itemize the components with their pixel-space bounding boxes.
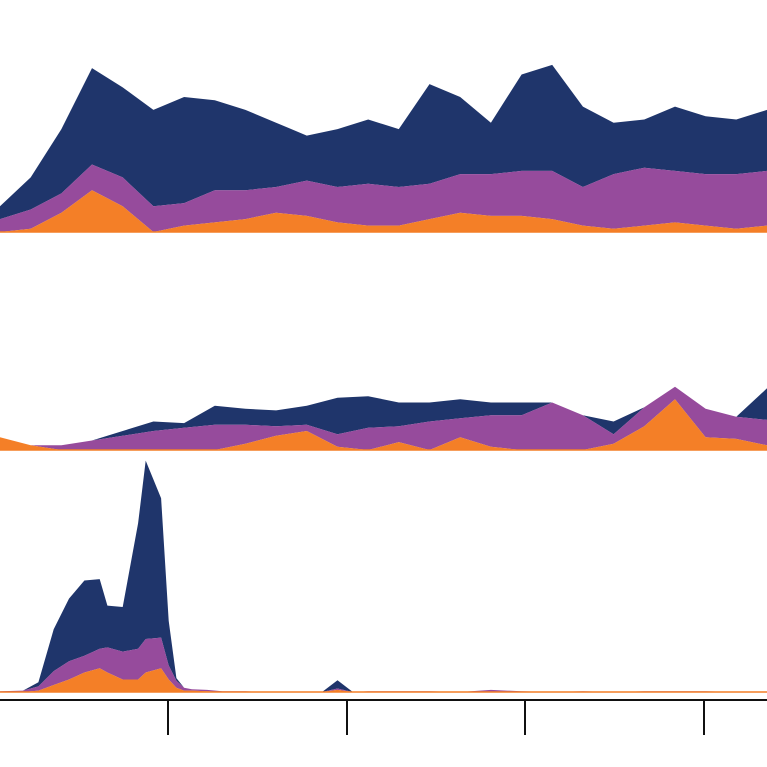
area-purple-series	[0, 637, 767, 692]
area-orange-series	[0, 668, 767, 692]
panel-top	[0, 64, 767, 233]
area-purple-series	[0, 164, 767, 232]
area-purple-series	[0, 386, 767, 450]
x-axis	[0, 699, 767, 735]
area-orange-series	[0, 190, 767, 232]
area-navy-series	[0, 64, 767, 220]
area-orange-series	[0, 399, 767, 450]
area-navy-series	[0, 460, 767, 692]
area-navy-series	[0, 386, 767, 446]
panel-middle	[0, 386, 767, 451]
panel-bottom	[0, 460, 767, 693]
